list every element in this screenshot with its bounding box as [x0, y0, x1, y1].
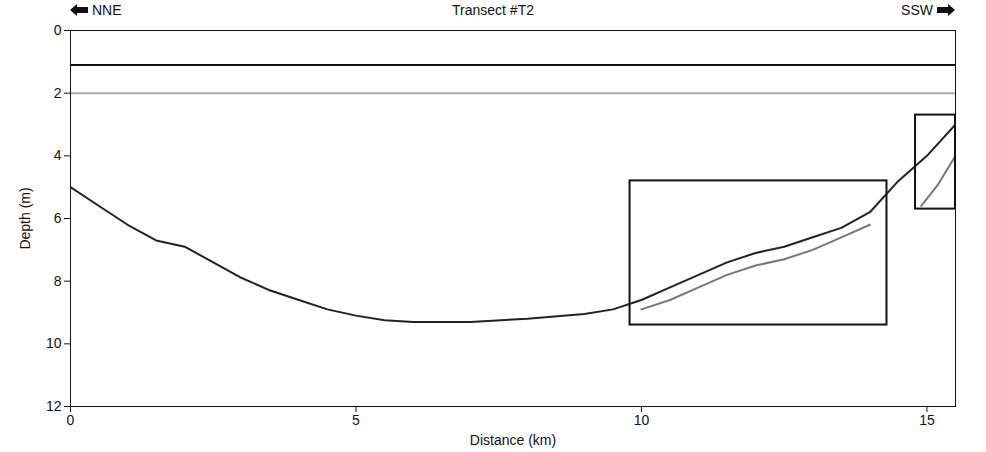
html-text:NNE: NNE [92, 2, 122, 18]
svg-text:Depth (m): Depth (m) [17, 187, 33, 249]
html-text:SSW: SSW [901, 2, 933, 18]
svg-text:6: 6 [54, 210, 62, 226]
svg-text:10: 10 [46, 335, 62, 351]
html-text:Transect #T2: Transect #T2 [452, 2, 534, 18]
svg-text:8: 8 [54, 273, 62, 289]
svg-text:4: 4 [54, 147, 62, 163]
svg-text:15: 15 [919, 412, 935, 428]
svg-text:0: 0 [54, 22, 62, 38]
svg-text:2: 2 [54, 85, 62, 101]
svg-text:10: 10 [634, 412, 650, 428]
svg-text:5: 5 [352, 412, 360, 428]
svg-text:12: 12 [46, 398, 62, 414]
svg-text:0: 0 [67, 412, 75, 428]
svg-text:Distance (km): Distance (km) [470, 432, 556, 448]
